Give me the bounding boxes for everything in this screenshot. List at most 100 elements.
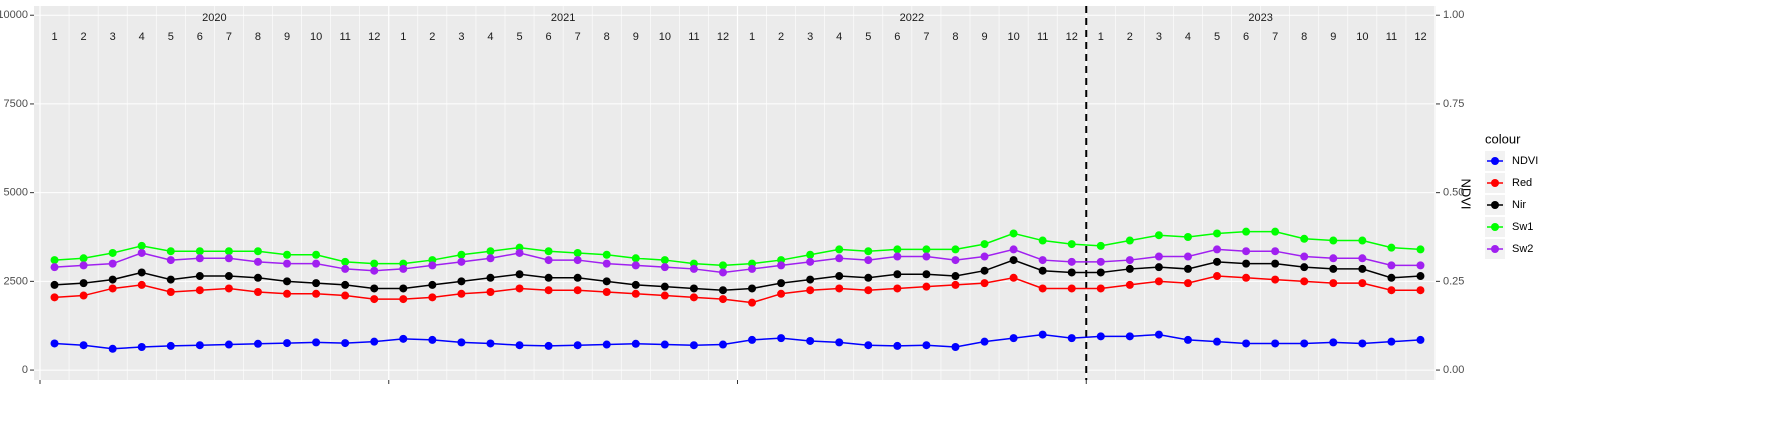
data-point — [1183, 335, 1192, 344]
data-point — [1416, 335, 1425, 344]
legend-dot — [1491, 201, 1499, 209]
y2-tick-label: 0.25 — [1443, 275, 1464, 287]
data-point — [573, 273, 582, 282]
data-point — [108, 259, 117, 268]
month-label: 1 — [400, 31, 406, 43]
data-point — [195, 247, 204, 256]
month-label: 7 — [226, 31, 232, 43]
data-point — [748, 284, 757, 293]
data-point — [1183, 252, 1192, 261]
month-label: 2 — [1127, 31, 1133, 43]
data-point — [922, 282, 931, 291]
data-point — [195, 341, 204, 350]
data-point — [341, 339, 350, 348]
data-point — [980, 337, 989, 346]
month-label: 5 — [865, 31, 871, 43]
data-point — [1242, 339, 1251, 348]
month-label: 8 — [604, 31, 610, 43]
month-label: 4 — [487, 31, 493, 43]
data-point — [864, 286, 873, 295]
data-point — [253, 288, 262, 296]
data-point — [922, 341, 931, 350]
month-label: 3 — [110, 31, 116, 43]
month-label: 4 — [836, 31, 842, 43]
data-point — [660, 263, 669, 272]
data-point — [806, 336, 815, 345]
data-point — [951, 256, 960, 265]
data-point — [1387, 261, 1396, 270]
y2-tick-label: 0.75 — [1443, 98, 1464, 110]
data-point — [283, 339, 292, 348]
data-point — [544, 247, 553, 256]
data-point — [108, 248, 117, 257]
data-point — [1213, 257, 1222, 266]
y2-tick-label: 0.00 — [1443, 364, 1464, 376]
month-label: 7 — [575, 31, 581, 43]
series-line — [54, 230, 1421, 267]
data-point — [79, 291, 88, 300]
data-point — [1358, 264, 1367, 273]
month-label: 5 — [168, 31, 174, 43]
data-point — [1416, 245, 1425, 254]
data-point — [718, 286, 727, 295]
data-point — [922, 270, 931, 279]
y-tick-label: 10000 — [0, 9, 28, 21]
data-point — [660, 291, 669, 300]
data-point — [370, 259, 379, 268]
legend-label: Sw1 — [1512, 221, 1533, 233]
data-point — [1009, 229, 1018, 238]
data-point — [166, 341, 175, 350]
data-point — [50, 339, 59, 348]
month-label: 6 — [197, 31, 203, 43]
data-point — [544, 341, 553, 350]
data-point — [1096, 268, 1105, 277]
data-point — [137, 343, 146, 351]
data-point — [1416, 261, 1425, 270]
data-point — [1154, 263, 1163, 272]
data-point — [224, 254, 233, 263]
data-point — [399, 264, 408, 273]
data-point — [457, 250, 466, 259]
y-tick-label: 7500 — [4, 98, 28, 110]
data-point — [718, 295, 727, 304]
data-point — [748, 335, 757, 344]
data-point — [137, 268, 146, 277]
data-point — [835, 272, 844, 281]
data-point — [1329, 338, 1338, 347]
data-point — [428, 280, 437, 289]
data-point — [1038, 284, 1047, 293]
data-point — [1213, 229, 1222, 238]
data-point — [370, 266, 379, 275]
data-point — [573, 286, 582, 295]
data-point — [50, 256, 59, 265]
data-point — [312, 338, 321, 347]
data-point — [1213, 245, 1222, 254]
legend-label: NDVI — [1512, 155, 1538, 167]
data-point — [283, 289, 292, 298]
data-point — [79, 254, 88, 263]
y-tick-label: 0 — [22, 364, 28, 376]
data-point — [195, 272, 204, 281]
data-point — [602, 277, 611, 286]
data-point — [864, 247, 873, 256]
data-point — [777, 279, 786, 288]
data-point — [79, 341, 88, 350]
data-point — [980, 266, 989, 275]
y2-tick-label: 1.00 — [1443, 9, 1464, 21]
data-point — [922, 252, 931, 261]
data-point — [486, 288, 495, 296]
data-point — [1300, 339, 1309, 348]
month-label: 12 — [1414, 31, 1426, 43]
legend-label: Red — [1512, 177, 1532, 189]
data-point — [370, 295, 379, 304]
data-point — [166, 256, 175, 265]
month-label: 7 — [923, 31, 929, 43]
legend-dot — [1491, 223, 1499, 231]
data-point — [50, 280, 59, 289]
month-label: 8 — [255, 31, 261, 43]
data-point — [50, 263, 59, 272]
data-point — [253, 339, 262, 348]
data-point — [486, 339, 495, 348]
data-point — [806, 275, 815, 284]
data-point — [370, 284, 379, 293]
